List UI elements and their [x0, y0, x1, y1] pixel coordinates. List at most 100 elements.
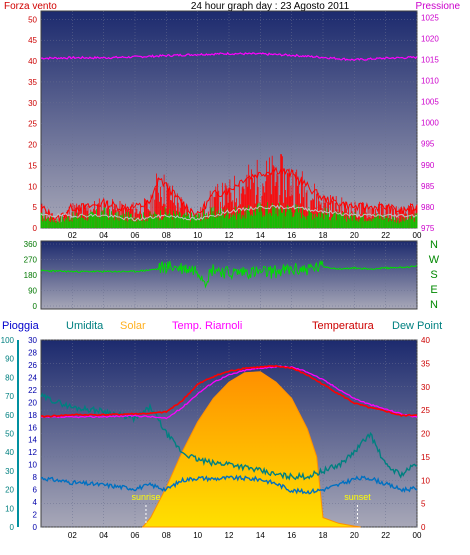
rain-tick-label: 14: [28, 436, 37, 445]
rain-tick-label: 6: [33, 486, 38, 495]
temperature-tick-label: 15: [421, 453, 430, 462]
x-tick-label: 16: [287, 531, 296, 540]
pressure-tick-label: 1015: [421, 55, 439, 64]
humidity-tick-label: 10: [5, 504, 14, 513]
compass-label: E: [430, 284, 437, 296]
rain-tick-label: 16: [28, 423, 37, 432]
temperature-tick-label: 0: [421, 523, 426, 532]
pressure-tick-label: 1010: [421, 77, 439, 86]
x-tick-label: 02: [68, 531, 77, 540]
direction-ticks: 0 90 180 270 360: [24, 240, 38, 311]
solar-area: [141, 371, 361, 528]
wind-tick-label: 25: [28, 120, 37, 129]
x-tick-label: 20: [350, 531, 359, 540]
wind-x-ticks: 02 04 06 08 10 12 14 16 18 20 22 00: [68, 231, 422, 240]
wind-ticks: 0 5 10 15 20 25 30 35 40 45 50: [28, 15, 37, 233]
compass-label: N: [430, 239, 438, 251]
x-tick-label: 04: [99, 231, 108, 240]
direction-tick-label: 180: [24, 271, 38, 280]
wind-tick-label: 35: [28, 78, 37, 87]
rain-tick-label: 2: [33, 511, 38, 520]
pressure-axis-label: Pressione: [416, 1, 461, 12]
x-tick-label: 16: [287, 231, 296, 240]
rain-tick-label: 20: [28, 398, 37, 407]
rain-tick-label: 22: [28, 386, 37, 395]
temperature-tick-label: 25: [421, 406, 430, 415]
gust-line: [40, 166, 418, 223]
x-tick-label: 12: [225, 531, 234, 540]
humidity-tick-label: 80: [5, 373, 14, 382]
direction-line: [40, 260, 418, 289]
wind-tick-label: 20: [28, 141, 37, 150]
wind-axis-label: Forza vento: [4, 1, 57, 12]
humidity-tick-label: 40: [5, 448, 14, 457]
wind-series: [40, 51, 418, 228]
pressure-tick-label: 990: [421, 161, 435, 170]
temperature-tick-label: 20: [421, 430, 430, 439]
x-tick-label: 14: [256, 531, 265, 540]
x-tick-label: 06: [131, 531, 140, 540]
sensor-series: [40, 364, 418, 528]
humidity-line: [40, 392, 418, 481]
sun-annotation: sunrise: [131, 492, 160, 502]
rain-label: Pioggia: [2, 320, 40, 332]
temperature-tick-label: 5: [421, 500, 426, 509]
solar-label: Solar: [120, 320, 146, 332]
pressure-line: [40, 51, 418, 62]
x-tick-label: 04: [99, 531, 108, 540]
pressure-tick-label: 1000: [421, 119, 439, 128]
x-tick-label: 10: [193, 531, 202, 540]
humidity-tick-label: 20: [5, 486, 14, 495]
direction-tick-label: 0: [33, 302, 38, 311]
x-tick-label: 00: [413, 531, 422, 540]
rain-tick-label: 26: [28, 361, 37, 370]
rain-tick-label: 12: [28, 448, 37, 457]
wind-tick-label: 5: [33, 203, 38, 212]
pressure-tick-label: 1025: [421, 13, 439, 22]
dewpoint-line: [40, 474, 418, 495]
wind-tick-label: 30: [28, 99, 37, 108]
temperature-tick-label: 30: [421, 383, 430, 392]
humidity-tick-label: 100: [1, 336, 15, 345]
rain-tick-label: 4: [33, 498, 38, 507]
humidity-tick-label: 30: [5, 467, 14, 476]
rain-tick-label: 30: [28, 336, 37, 345]
rain-tick-label: 18: [28, 411, 37, 420]
rain-tick-label: 24: [28, 373, 37, 382]
wind-bars: [40, 202, 418, 228]
x-tick-label: 14: [256, 231, 265, 240]
rain-tick-label: 0: [33, 523, 38, 532]
wind-tick-label: 50: [28, 15, 37, 24]
x-tick-label: 00: [413, 231, 422, 240]
temperature-line: [40, 364, 418, 418]
riarnoli-label: Temp. Riarnoli: [172, 320, 242, 332]
rain-tick-label: 10: [28, 461, 37, 470]
compass-label: W: [429, 254, 440, 266]
x-tick-label: 20: [350, 231, 359, 240]
temperature-tick-label: 40: [421, 336, 430, 345]
dewpoint-label: Dew Point: [392, 320, 442, 332]
x-tick-label: 08: [162, 531, 171, 540]
humidity-tick-label: 60: [5, 411, 14, 420]
sun-annotations: sunrise sunset: [131, 492, 371, 525]
x-tick-label: 22: [381, 231, 390, 240]
temperature-tick-label: 35: [421, 359, 430, 368]
pressure-tick-label: 975: [421, 224, 435, 233]
humidity-tick-label: 70: [5, 392, 14, 401]
wind-tick-label: 10: [28, 182, 37, 191]
humidity-tick-label: 50: [5, 430, 14, 439]
sensor-x-ticks: 02 04 06 08 10 12 14 16 18 20 22 00: [68, 531, 422, 540]
humidity-label: Umidita: [66, 320, 104, 332]
rain-tick-label: 28: [28, 348, 37, 357]
direction-series: [40, 260, 418, 289]
compass-label: N: [430, 299, 438, 311]
direction-tick-label: 90: [28, 287, 37, 296]
rain-tick-label: 8: [33, 473, 38, 482]
pressure-tick-label: 1005: [421, 98, 439, 107]
pressure-tick-label: 980: [421, 203, 435, 212]
x-tick-label: 22: [381, 531, 390, 540]
x-tick-label: 18: [319, 531, 328, 540]
humidity-ticks: 0 10 20 30 40 50 60 70 80 90 100: [1, 336, 19, 532]
